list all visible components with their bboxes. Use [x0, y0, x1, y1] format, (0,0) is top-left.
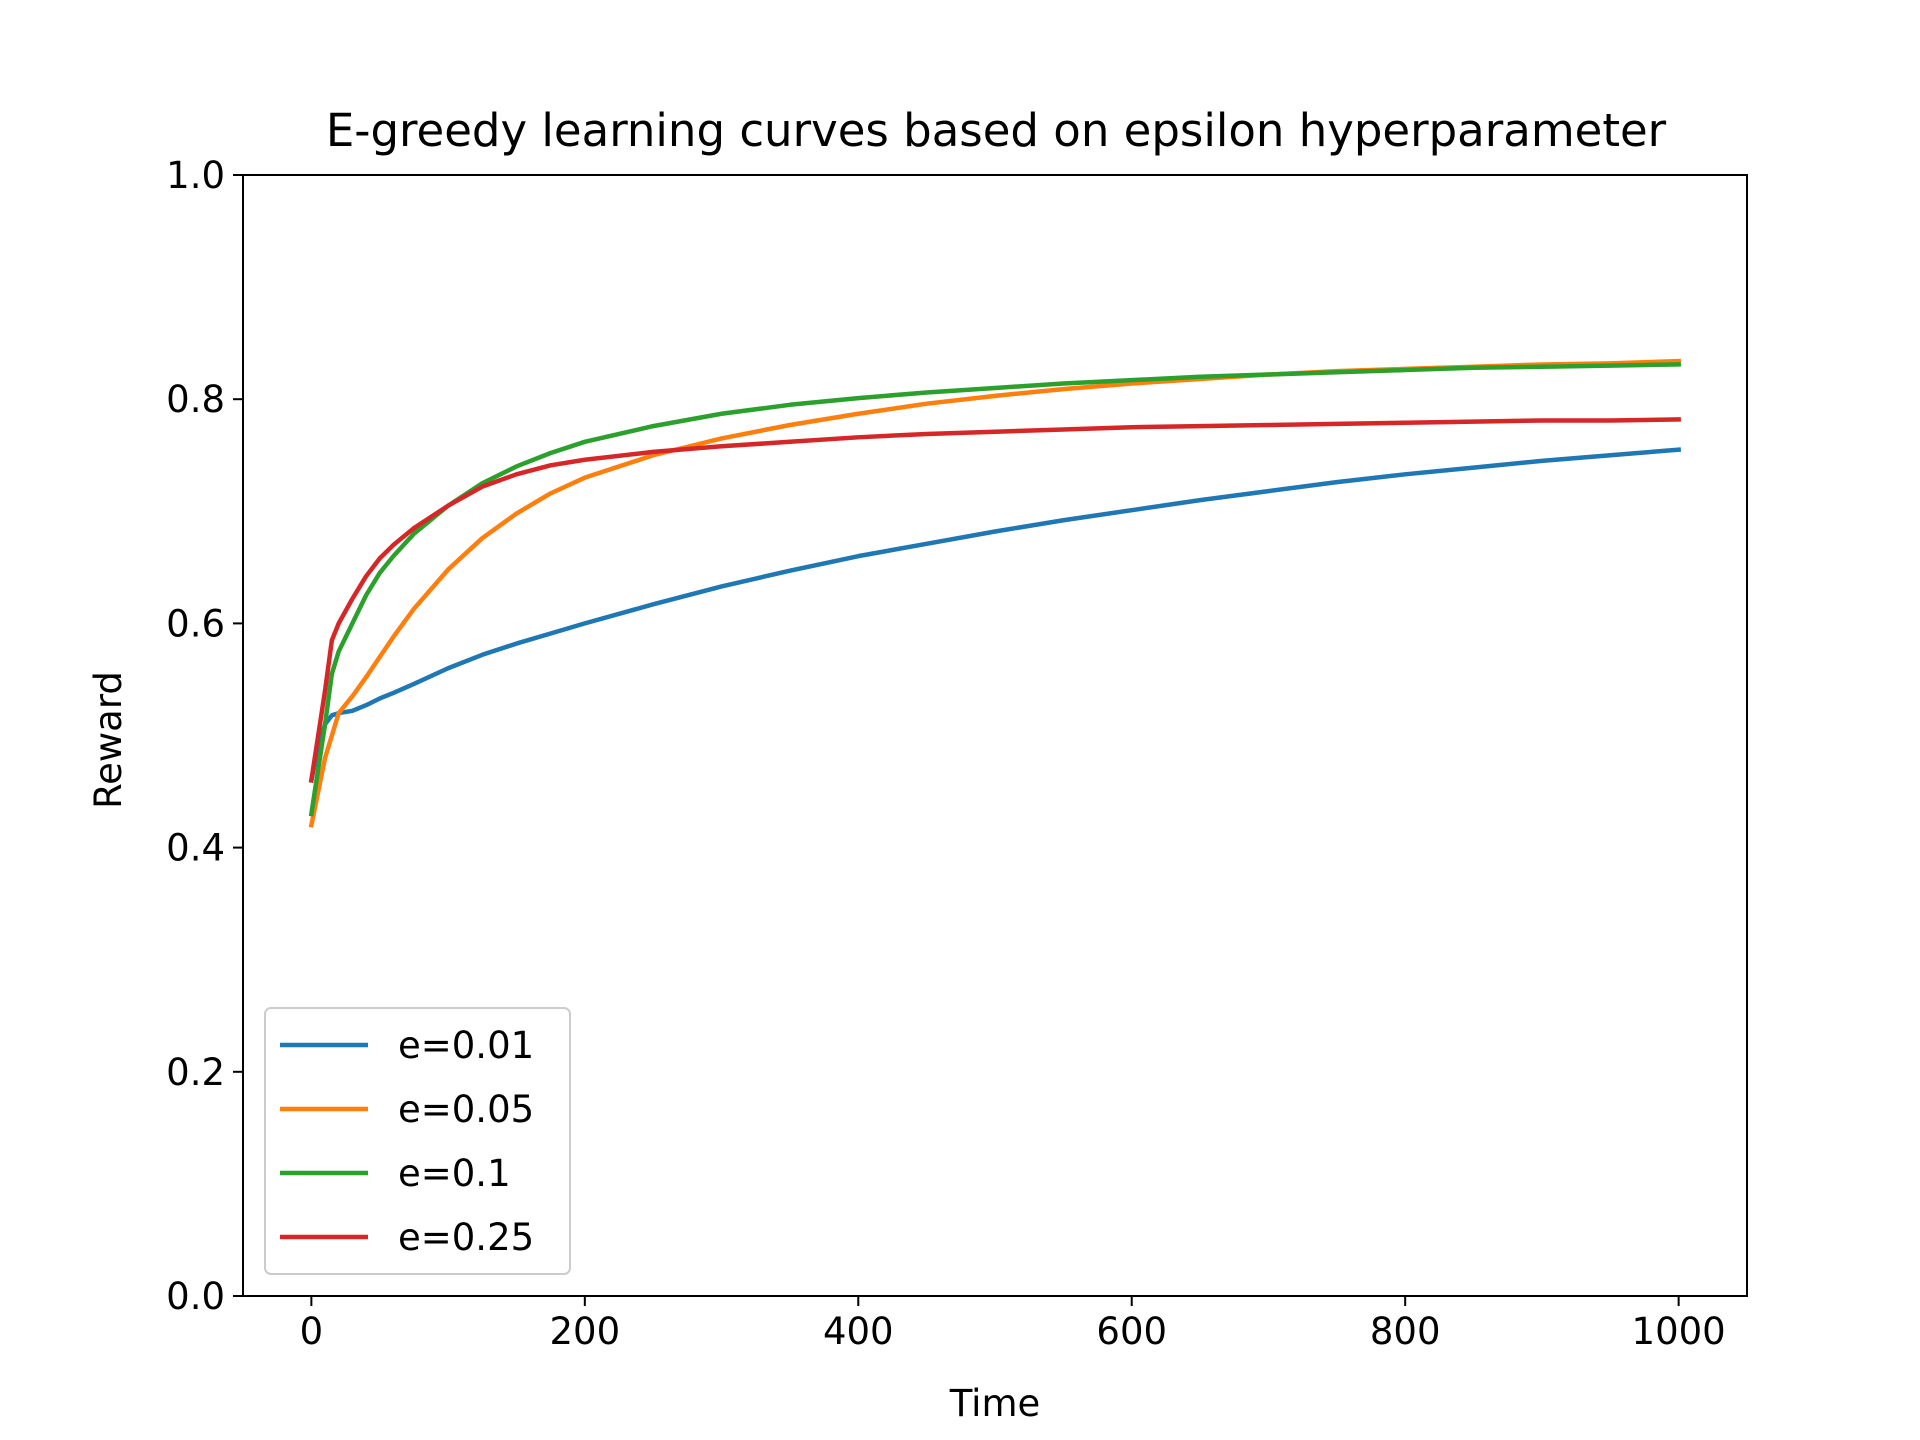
y-tick-label: 0.8 [166, 378, 225, 421]
x-tick-label: 200 [550, 1310, 621, 1353]
y-tick-label: 0.0 [166, 1275, 225, 1318]
legend-label-1: e=0.05 [398, 1088, 534, 1131]
series-layer [308, 358, 1682, 828]
plot-frame [242, 174, 1748, 1297]
x-tick-label: 1000 [1632, 1310, 1726, 1353]
x-axis-ticks: 0 200 400 600 800 1000 [300, 1296, 1726, 1353]
legend-box [264, 1007, 571, 1275]
legend-label-2: e=0.1 [398, 1152, 511, 1195]
x-tick-label: 0 [300, 1310, 324, 1353]
y-axis-ticks: 0.0 0.2 0.4 0.6 0.8 1.0 [166, 154, 243, 1318]
y-tick-label: 0.4 [166, 827, 225, 870]
series-line-3 [308, 417, 1681, 783]
series-line-0 [308, 447, 1682, 783]
x-tick-label: 400 [823, 1310, 894, 1353]
series-line-2 [308, 362, 1681, 817]
x-tick-label: 800 [1370, 1310, 1441, 1353]
chart-title: E-greedy learning curves based on epsilo… [326, 104, 1667, 157]
y-tick-label: 0.6 [166, 602, 225, 645]
y-axis-label: Reward [87, 671, 130, 809]
legend: e=0.01 e=0.05 e=0.1 e=0.25 [264, 1007, 571, 1275]
y-tick-label: 1.0 [166, 154, 225, 197]
legend-label-0: e=0.01 [398, 1024, 534, 1067]
x-tick-label: 600 [1096, 1310, 1167, 1353]
y-tick-label: 0.2 [166, 1051, 225, 1094]
x-axis-label: Time [949, 1382, 1041, 1425]
legend-label-3: e=0.25 [398, 1216, 534, 1259]
